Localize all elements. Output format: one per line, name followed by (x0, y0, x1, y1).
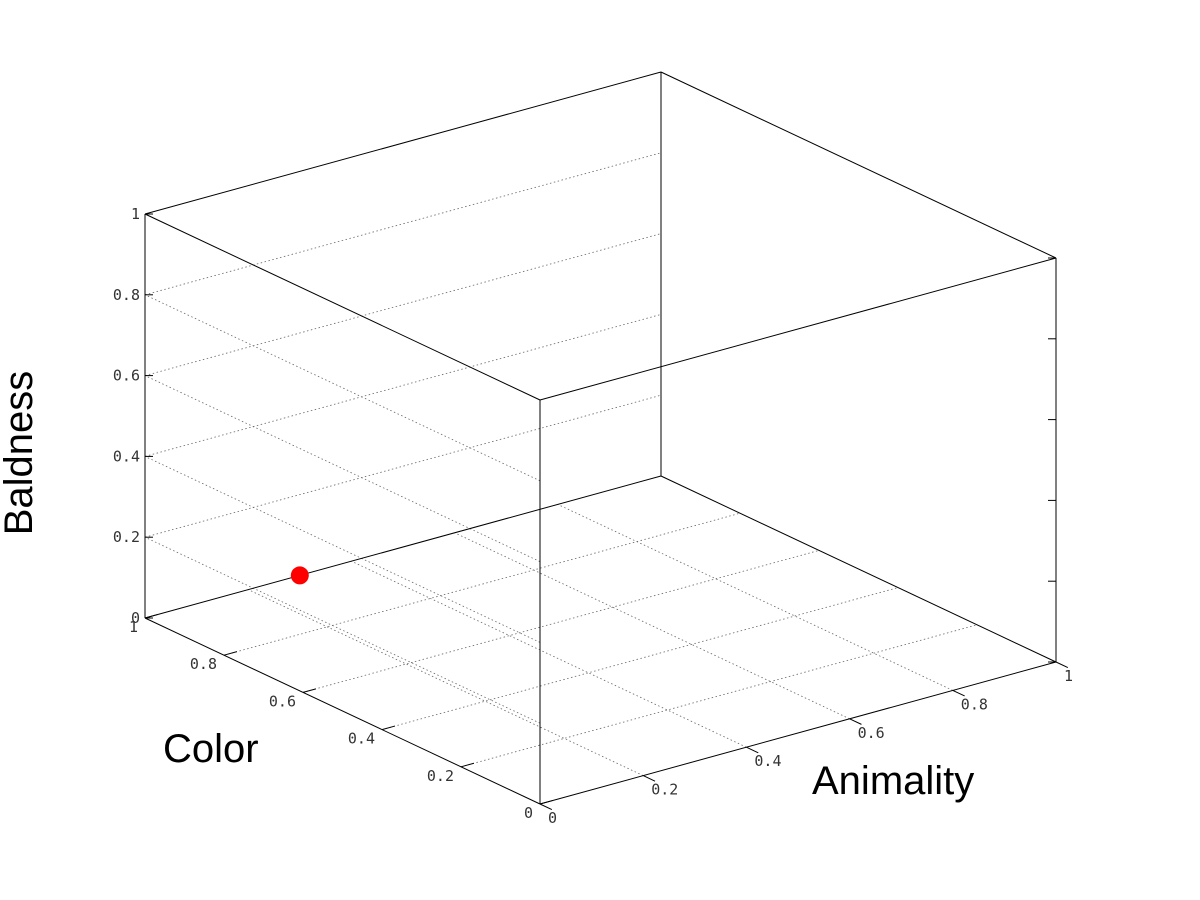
x-tick (642, 775, 656, 782)
y-tick (381, 725, 396, 731)
x-tick-label: 0.4 (754, 752, 781, 770)
x-tick (539, 803, 553, 811)
z-tick-label: 0.6 (113, 367, 140, 385)
y-tick (223, 651, 238, 656)
x-tick-label: 0.2 (651, 781, 678, 799)
floor-grid-line (381, 587, 899, 730)
box-edge (539, 661, 1057, 805)
y-tick-label: 0.6 (269, 692, 296, 710)
floor-grid-line (351, 560, 747, 748)
z-tick-label: 0 (131, 609, 140, 627)
box-edge (539, 257, 1057, 401)
floor-grid-line (248, 589, 644, 776)
box-edge (144, 617, 541, 805)
grid-lines (144, 152, 978, 776)
box-edge (660, 71, 1057, 259)
box-edge (660, 475, 1057, 663)
floor-grid-line (302, 550, 820, 693)
back-wall-grid-line (144, 394, 662, 538)
data-point (290, 566, 309, 585)
x-tick (952, 689, 965, 697)
y-axis-label: Color (163, 727, 259, 771)
left-wall-grid-line (144, 294, 541, 482)
x-tick-label: 0.8 (961, 695, 988, 713)
y-tick-label: 0 (524, 804, 533, 822)
z-tick-label: 0.8 (113, 286, 140, 304)
x-tick (849, 718, 862, 725)
y-tick (144, 613, 159, 619)
data-points (290, 566, 309, 585)
y-tick (460, 762, 475, 768)
z-tick-label: 1 (131, 205, 140, 223)
back-wall-grid-line (144, 152, 662, 296)
box-edge (144, 475, 662, 619)
plot-box (144, 71, 1057, 805)
tick-marks (144, 213, 1069, 811)
y-tick-label: 1 (129, 618, 138, 636)
z-tick-label: 0.4 (113, 447, 140, 465)
floor-grid-line (460, 624, 978, 768)
z-tick-label: 0.2 (113, 528, 140, 546)
left-wall-grid-line (144, 536, 541, 724)
floor-grid-line (223, 512, 741, 656)
x-tick-label: 0.6 (858, 724, 885, 742)
x-axis-label: Animality (812, 759, 974, 803)
y-tick-label: 0.2 (427, 767, 454, 785)
left-wall-grid-line (144, 375, 541, 562)
z-axis-label: Baldness (0, 371, 41, 536)
y-tick-label: 0.4 (348, 730, 375, 748)
box-edge (144, 213, 541, 401)
floor-grid-line (557, 504, 953, 691)
y-tick-label: 0.8 (190, 655, 217, 673)
x-tick (746, 746, 759, 754)
box-edge (144, 71, 662, 215)
floor-grid-line (454, 532, 850, 720)
left-wall-grid-line (144, 456, 541, 643)
x-tick (1055, 661, 1069, 669)
x-tick-label: 0 (548, 809, 557, 827)
y-tick (302, 688, 317, 693)
tick-labels: 00.20.40.60.8100.20.40.60.8100.20.40.60.… (113, 205, 1073, 827)
x-tick-label: 1 (1064, 667, 1073, 685)
y-tick (539, 799, 554, 805)
back-wall-grid-line (144, 233, 662, 376)
back-wall-grid-line (144, 314, 662, 457)
